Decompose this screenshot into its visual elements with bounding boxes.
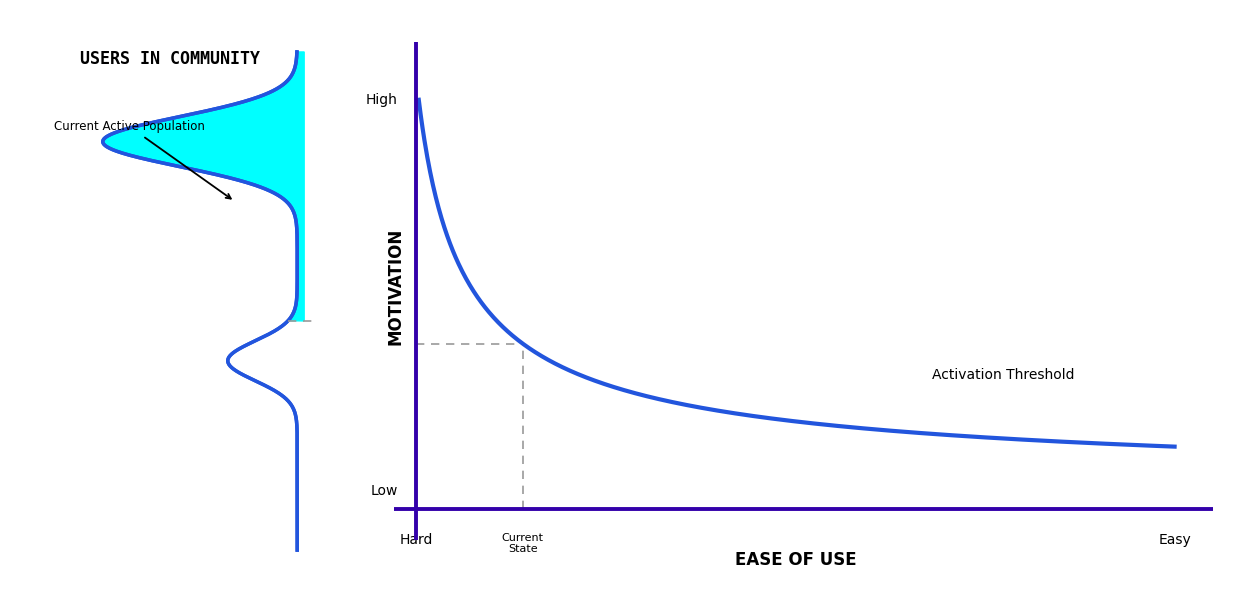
Text: High: High: [366, 93, 398, 107]
Text: USERS IN COMMUNITY: USERS IN COMMUNITY: [80, 50, 260, 68]
Text: Hard: Hard: [400, 533, 434, 547]
Text: Low: Low: [370, 484, 398, 498]
Text: Current Active Population: Current Active Population: [54, 120, 231, 199]
Polygon shape: [102, 52, 304, 321]
Text: EASE OF USE: EASE OF USE: [735, 551, 856, 569]
Text: Activation Threshold: Activation Threshold: [932, 368, 1075, 382]
Text: Easy: Easy: [1159, 533, 1191, 547]
Text: MOTIVATION: MOTIVATION: [386, 228, 404, 345]
Text: Current
State: Current State: [501, 533, 544, 554]
